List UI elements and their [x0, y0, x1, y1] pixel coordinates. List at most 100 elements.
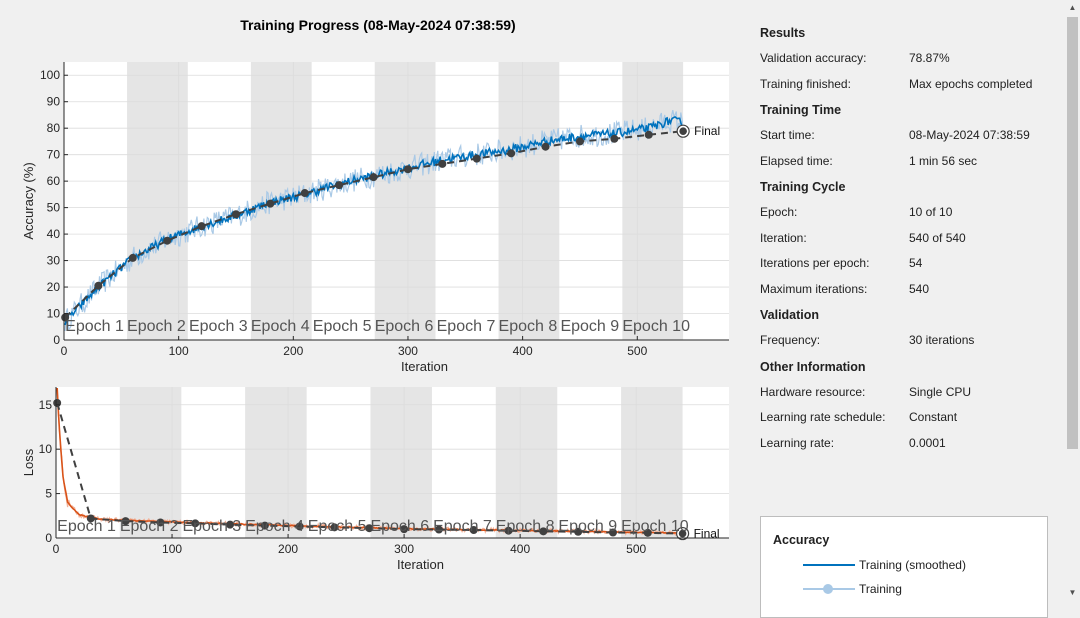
epoch-label: Epoch 10: [622, 318, 690, 335]
validation-point: [128, 253, 137, 262]
y-tick-label: 80: [47, 121, 61, 135]
info-key: Validation accuracy:: [760, 51, 867, 65]
epoch-label: Epoch 9: [558, 518, 617, 535]
scroll-down-icon[interactable]: ▼: [1068, 588, 1077, 597]
validation-point: [472, 154, 481, 163]
epoch-band: [498, 62, 560, 340]
loss-axes: Final Epoch 1 Epoch 2 Epoch 3 Epoch 4 Epoch 5…: [21, 387, 729, 572]
y-tick-label: 40: [47, 227, 61, 241]
y-tick-label: 0: [53, 333, 60, 347]
info-key: Training finished:: [760, 76, 851, 91]
epoch-label: Epoch 4: [245, 518, 304, 535]
validation-point: [266, 199, 275, 208]
results-panel: Results Validation accuracy: 78.87% Trainin…: [760, 20, 1060, 456]
x-tick-label: 200: [278, 542, 298, 556]
epoch-label: Epoch 4: [251, 318, 310, 335]
validation-point: [541, 142, 550, 151]
validation-point: [61, 313, 70, 322]
y-tick-label: 100: [40, 68, 60, 82]
final-marker-dot: [678, 529, 687, 538]
validation-point: [438, 159, 447, 168]
y-tick-label: 5: [45, 487, 52, 501]
training-progress-plot: Training Progress (08-May-2024 07:38:59)…: [21, 17, 729, 572]
epoch-label: Epoch 3: [182, 518, 241, 535]
info-value: 54: [909, 256, 923, 270]
info-key: Learning rate schedule:: [760, 410, 886, 424]
epoch-label: Epoch 6: [370, 518, 429, 535]
epoch-label: Epoch 1: [57, 518, 116, 535]
y-tick-label: 0: [45, 531, 52, 545]
validation-point: [539, 527, 548, 536]
legend-label: Training (smoothed): [859, 558, 966, 572]
info-key: Maximum iterations:: [760, 281, 868, 296]
info-row: Elapsed time: 1 min 56 sec: [760, 149, 1060, 175]
validation-point: [507, 149, 516, 158]
y-tick-label: 60: [47, 174, 61, 188]
legend-title: Accuracy: [773, 533, 830, 547]
info-row: Maximum iterations: 540: [760, 277, 1060, 303]
x-axis-label: Iteration: [397, 557, 444, 572]
info-row: Frequency: 30 iterations: [760, 328, 1060, 354]
x-tick-label: 100: [169, 344, 189, 358]
epoch-band: [245, 387, 307, 538]
scroll-up-icon[interactable]: ▲: [1068, 3, 1077, 12]
info-value: Max epochs completed: [909, 76, 1033, 91]
epoch-band: [370, 387, 432, 538]
validation-point: [300, 189, 309, 198]
legend-item-training-smoothed: Training (smoothed): [803, 555, 966, 575]
x-tick-label: 0: [61, 344, 68, 358]
validation-point: [643, 528, 652, 537]
epoch-label: Epoch 3: [189, 318, 248, 335]
scrollbar[interactable]: ▲ ▼: [1065, 0, 1080, 600]
section-title: Validation: [760, 308, 820, 322]
validation-point: [365, 524, 374, 533]
legend: Accuracy Training (smoothed) Training: [760, 516, 1048, 618]
validation-point: [369, 173, 378, 182]
y-axis-label: Accuracy (%): [21, 162, 36, 239]
validation-point: [574, 527, 583, 536]
plot-title: Training Progress (08-May-2024 07:38:59): [240, 17, 515, 33]
final-label: Final: [694, 527, 720, 541]
epoch-label: Epoch 7: [437, 318, 496, 335]
epoch-band: [621, 387, 683, 538]
y-axis-label: Loss: [21, 448, 36, 476]
validation-point: [295, 522, 304, 531]
validation-point: [403, 165, 412, 174]
y-tick-label: 20: [47, 280, 61, 294]
epoch-band: [622, 62, 684, 340]
final-marker-dot: [679, 127, 687, 135]
x-tick-label: 300: [398, 344, 418, 358]
info-value: 1 min 56 sec: [909, 153, 978, 168]
validation-point: [53, 398, 62, 407]
section-title: Other Information: [760, 359, 866, 374]
epoch-band: [119, 387, 182, 538]
epoch-label: Epoch 6: [375, 318, 434, 335]
info-key: Start time:: [760, 128, 815, 142]
scrollbar-thumb[interactable]: [1067, 17, 1078, 449]
info-key: Hardware resource:: [760, 384, 866, 399]
x-tick-label: 400: [513, 344, 533, 358]
epoch-band: [127, 62, 188, 340]
validation-point: [197, 222, 206, 231]
section-title: Training Cycle: [760, 180, 846, 194]
y-tick-label: 10: [47, 307, 61, 321]
info-row: Start time: 08-May-2024 07:38:59: [760, 123, 1060, 149]
info-row: Validation accuracy: 78.87%: [760, 46, 1060, 72]
legend-item-training: Training: [803, 579, 902, 599]
validation-point: [434, 525, 443, 534]
validation-point: [94, 281, 103, 290]
epoch-label: Epoch 7: [433, 518, 492, 535]
info-key: Elapsed time:: [760, 153, 833, 168]
y-tick-label: 70: [47, 148, 61, 162]
epoch-label: Epoch 10: [621, 518, 689, 535]
validation-point: [335, 181, 344, 190]
info-row: Iteration: 540 of 540: [760, 226, 1060, 252]
y-tick-label: 10: [39, 442, 53, 456]
info-row: Training finished: Max epochs completed: [760, 72, 1060, 98]
info-key: Learning rate:: [760, 435, 835, 450]
y-tick-label: 15: [39, 398, 53, 412]
x-axis-label: Iteration: [401, 359, 448, 374]
section-title: Training Time: [760, 103, 842, 117]
y-tick-label: 50: [47, 201, 61, 215]
x-tick-label: 0: [53, 542, 60, 556]
